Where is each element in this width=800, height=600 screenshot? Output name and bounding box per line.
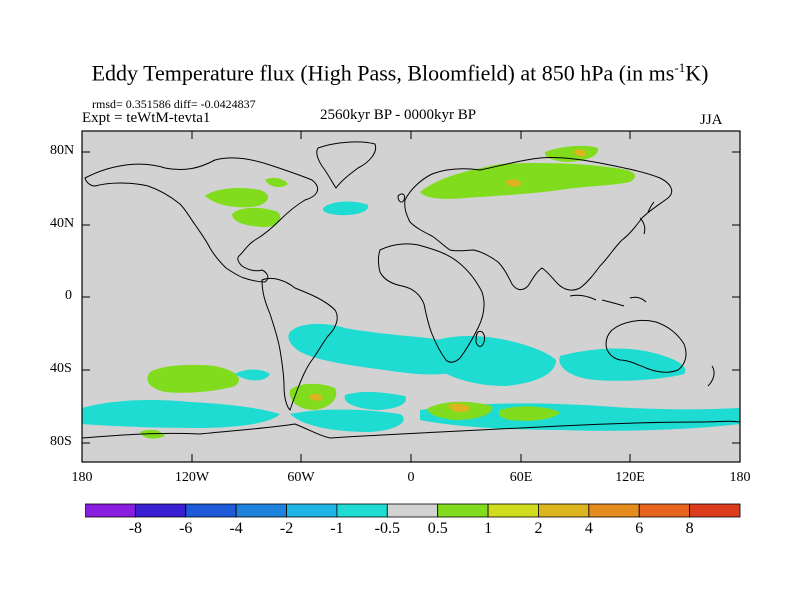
- field-south-pacific: [147, 364, 239, 393]
- colorbar: [85, 503, 741, 518]
- field-africa-south: [424, 336, 556, 386]
- colorbar-box: [336, 503, 388, 518]
- colorbar-label: -0.5: [374, 520, 400, 537]
- colorbar-box: [689, 503, 741, 518]
- lon-label-180w: 180: [71, 470, 93, 485]
- colorbar-box: [235, 503, 287, 518]
- field-canada: [205, 188, 269, 208]
- coast-north-america: [84, 157, 319, 283]
- colorbar-box: [437, 503, 489, 518]
- colorbar-label: -2: [279, 520, 294, 537]
- coast-south-america: [261, 277, 338, 411]
- title-superscript: -1: [674, 60, 686, 75]
- colorbar-label: 1: [484, 520, 493, 537]
- coast-madagascar: [475, 331, 485, 347]
- field-pacific-cyan: [235, 369, 270, 381]
- field-pacific-se: [288, 323, 463, 375]
- lon-label-60e: 60E: [509, 470, 533, 485]
- colorbar-box: [134, 503, 187, 518]
- coast-australia: [605, 319, 687, 373]
- lon-label-120w: 120W: [174, 470, 210, 485]
- colorbar-label: 4: [584, 520, 593, 537]
- colorbar-label: 6: [635, 520, 644, 537]
- period-label: 2560kyr BP - 0000kyr BP: [320, 107, 477, 123]
- lat-label-40n: 40N: [50, 216, 75, 231]
- colorbar-label: -1: [330, 520, 344, 537]
- field-ross: [140, 429, 165, 439]
- colorbar-box: [588, 503, 640, 518]
- field-siberia: [420, 163, 635, 199]
- field-southern-ocean-1: [82, 400, 280, 428]
- coast-africa: [378, 243, 485, 363]
- coast-japan: [639, 201, 655, 235]
- lon-label-0: 0: [407, 470, 415, 485]
- coast-greenland: [316, 141, 377, 189]
- field-atlantic-cyan: [322, 201, 369, 216]
- coast-eurasia: [404, 156, 673, 291]
- colorbar-box: [286, 503, 338, 518]
- colorbar-label: -6: [179, 520, 193, 537]
- field-southern-ocean-green2: [498, 406, 560, 421]
- anomaly-fields: [82, 145, 740, 439]
- field-indian: [559, 348, 686, 381]
- colorbar-box: [85, 503, 136, 518]
- colorbar-label: 2: [534, 520, 543, 537]
- title-main: Eddy Temperature flux (High Pass, Bloomf…: [91, 60, 675, 86]
- experiment-label: Expt = teWtM-tevta1: [82, 110, 211, 126]
- colorbar-label: -8: [128, 520, 143, 537]
- lon-label-180e: 180: [729, 470, 751, 485]
- coast-british-isles: [397, 193, 405, 203]
- colorbar-box: [638, 503, 691, 518]
- season-label: JJA: [700, 112, 723, 128]
- colorbar-label: -4: [229, 520, 243, 537]
- colorbar-box: [538, 503, 590, 518]
- lon-label-60w: 60W: [287, 470, 315, 485]
- lat-label-40s: 40S: [50, 361, 72, 376]
- lat-label-0: 0: [65, 288, 72, 303]
- field-east-us: [232, 207, 281, 228]
- colorbar-box: [386, 503, 439, 518]
- chart-title: Eddy Temperature flux (High Pass, Bloomf…: [0, 60, 800, 86]
- field-southern-ocean-2: [290, 409, 404, 432]
- coastlines: [82, 141, 740, 439]
- lon-label-120e: 120E: [615, 470, 645, 485]
- colorbar-label: 0.5: [427, 520, 448, 537]
- title-end: K): [685, 60, 709, 86]
- lat-label-80s: 80S: [50, 434, 72, 449]
- field-southern-ocean-yellow: [448, 403, 470, 413]
- coast-antarctica: [82, 420, 740, 439]
- axis-ticks: [82, 131, 740, 462]
- lat-label-80n: 80N: [50, 143, 75, 158]
- colorbar-box: [487, 503, 539, 518]
- coast-indonesia: [569, 294, 647, 307]
- field-south-atlantic: [344, 392, 406, 410]
- colorbar-label: 8: [685, 520, 694, 537]
- field-alaska: [265, 177, 288, 188]
- field-arctic-yellow: [574, 149, 586, 157]
- coast-new-zealand: [707, 365, 715, 387]
- field-drake-yellow: [309, 393, 323, 401]
- colorbar-box: [185, 503, 237, 518]
- stats-line: rmsd= 0.351586 diff= -0.0424837: [92, 97, 256, 111]
- field-siberia-yellow: [505, 179, 522, 187]
